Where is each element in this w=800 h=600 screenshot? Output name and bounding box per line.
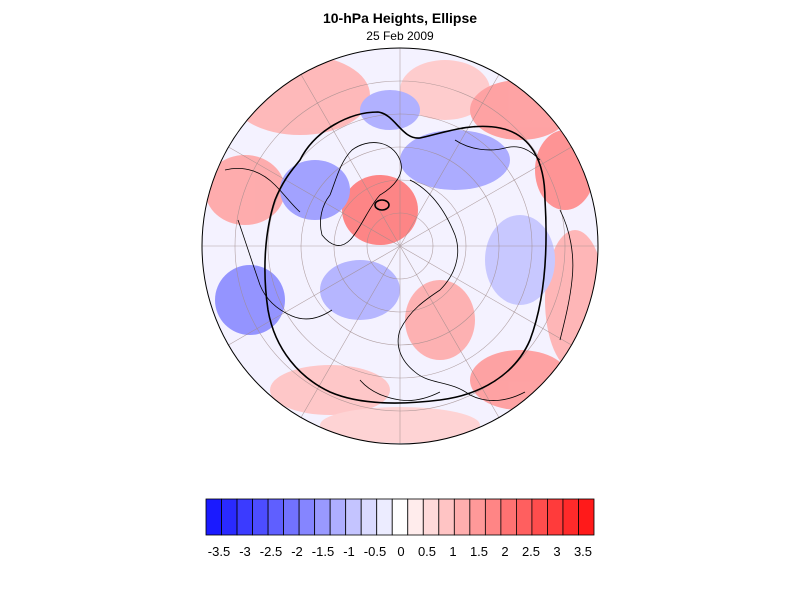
colorbar-swatch <box>376 498 393 536</box>
tick-label: -0.5 <box>364 544 386 559</box>
tick-label: 1 <box>449 544 456 559</box>
colorbar-swatch <box>314 498 331 536</box>
anomaly-field <box>205 55 598 443</box>
colorbar-swatch <box>453 498 471 536</box>
colorbar-swatch <box>500 498 517 536</box>
tick-label: 1.5 <box>470 544 488 559</box>
tick-label: 3.5 <box>574 544 592 559</box>
colorbar-swatch <box>562 498 579 536</box>
colorbar-swatch <box>547 498 564 536</box>
colorbar-swatch <box>205 498 222 536</box>
chart-title: 10-hPa Heights, Ellipse <box>322 10 478 26</box>
tick-label: -2 <box>291 544 303 559</box>
map-border <box>201 47 599 445</box>
colorbar-swatch <box>469 498 486 536</box>
chart-date: 25 Feb 2009 <box>366 29 434 43</box>
tick-label: -2.5 <box>260 544 282 559</box>
meridian-line <box>300 74 401 247</box>
colorbar-swatch <box>407 498 424 536</box>
meridian-line <box>399 146 572 247</box>
colorbar-swatch <box>267 498 284 536</box>
colorbar-swatch <box>516 498 533 536</box>
colorbar-swatch <box>422 498 440 536</box>
tick-label: 3 <box>553 544 560 559</box>
colorbar-swatch <box>252 498 269 536</box>
meridian-line <box>399 245 500 418</box>
colorbar-boxes <box>205 498 595 536</box>
tick-label: 0 <box>397 544 404 559</box>
tick-label: 0.5 <box>418 544 436 559</box>
colorbar-swatch <box>236 498 253 536</box>
coastlines <box>224 139 574 401</box>
colorbar-swatch <box>484 498 502 536</box>
colorbar-swatch <box>221 498 238 536</box>
meridian-line <box>300 245 401 418</box>
tick-label: -1.5 <box>312 544 334 559</box>
meridian-line <box>228 245 401 346</box>
colorbar-swatch <box>578 498 595 536</box>
graticule-meridians <box>202 48 598 444</box>
ellipse-center-contour <box>374 199 390 211</box>
tick-label: -1 <box>343 544 355 559</box>
tick-label: 2 <box>501 544 508 559</box>
colorbar-swatch <box>298 498 316 536</box>
colorbar-labels: -3.5 -3 -2.5 -2 -1.5 -1 -0.5 0 0.5 1 1.5… <box>208 544 592 559</box>
tick-label: -3.5 <box>208 544 230 559</box>
colorbar-swatch <box>391 498 409 536</box>
tick-label: -3 <box>239 544 251 559</box>
tick-label: 2.5 <box>522 544 540 559</box>
colorbar-swatch <box>329 498 347 536</box>
colorbar-swatch <box>531 498 548 536</box>
colorbar-swatch <box>438 498 455 536</box>
colorbar-swatch <box>360 498 378 536</box>
colorbar-swatch <box>345 498 362 536</box>
colorbar-swatch <box>283 498 300 536</box>
meridian-line <box>399 74 500 247</box>
meridian-line <box>399 245 572 346</box>
ellipse-contour <box>264 111 547 404</box>
meridian-line <box>228 146 401 247</box>
